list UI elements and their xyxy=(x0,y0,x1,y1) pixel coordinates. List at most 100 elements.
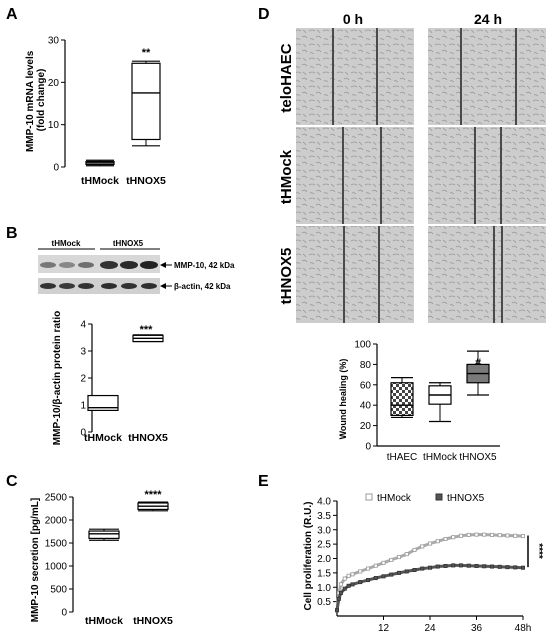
panel-a-ytick-label: 0 xyxy=(53,163,59,174)
panel-e-ytick-label: 2.5 xyxy=(317,540,331,551)
band xyxy=(40,262,56,268)
panel-d-ytick-label: 20 xyxy=(360,421,372,432)
row-label-telohaec: teloHAEC xyxy=(278,43,295,112)
panel-b-ytick-label: 3 xyxy=(80,347,86,358)
series-point-thnox5 xyxy=(521,565,526,570)
panel-a-ytick-label: 20 xyxy=(48,78,60,89)
panel-e-ytick-label: 1.0 xyxy=(317,583,331,594)
panel-label-e: E xyxy=(258,473,269,490)
western-blot: tHMock tHNOX5 MMP-10, 42 kDa β-actin, 42… xyxy=(38,239,235,294)
series-point-thnox5 xyxy=(412,568,417,573)
series-point-thmock xyxy=(482,532,487,537)
panel-b-ylabel: MMP-10/β-actin protein ratio xyxy=(52,311,63,445)
blot-arrowhead-actin xyxy=(160,283,166,289)
panel-c-significance: **** xyxy=(144,489,162,501)
panel-c-ytick-label: 1500 xyxy=(45,539,68,550)
panel-e-xtick-label: 24 xyxy=(424,623,436,634)
series-point-thnox5 xyxy=(350,582,355,587)
panel-d-ytick-label: 100 xyxy=(354,340,371,351)
panel-d-category-label: tHMock xyxy=(423,452,458,463)
series-point-thnox5 xyxy=(505,565,510,570)
series-point-thmock xyxy=(497,533,502,538)
series-point-thnox5 xyxy=(482,564,487,569)
series-point-thnox5 xyxy=(373,576,378,581)
row-label-thmock: tHMock xyxy=(278,149,295,204)
series-point-thnox5 xyxy=(427,565,432,570)
series-point-thmock xyxy=(443,536,448,541)
blot-arrowhead-mmp10 xyxy=(160,262,166,268)
series-point-thnox5 xyxy=(389,572,394,577)
series-point-thnox5 xyxy=(458,563,463,568)
blot-strip-actin xyxy=(38,278,160,294)
legend-label-thnox5: tHNOX5 xyxy=(447,493,485,504)
series-point-thmock xyxy=(474,532,479,537)
series-point-thnox5 xyxy=(365,578,370,583)
series-point-thnox5 xyxy=(336,596,341,601)
series-point-thnox5 xyxy=(497,564,502,569)
panel-c-ytick-label: 500 xyxy=(50,585,67,596)
series-point-thnox5 xyxy=(342,586,347,591)
box xyxy=(390,382,414,417)
micrograph-image xyxy=(296,127,414,224)
micrograph-image xyxy=(296,28,414,125)
panel-c-ytick-label: 1000 xyxy=(45,562,68,573)
micrograph-image xyxy=(296,226,414,323)
micrograph-image xyxy=(428,28,546,125)
panel-e-ytick-label: 0.5 xyxy=(317,597,331,608)
panel-c-ytick-label: 0 xyxy=(61,608,67,619)
series-point-thmock xyxy=(466,532,471,537)
panel-e-chart: Cell proliferation (R.U.) **** 0.5 1.0 1.5… xyxy=(303,493,544,634)
panel-e-ytick-label: 1.5 xyxy=(317,568,331,579)
panel-d-category-label: tHAEC xyxy=(387,452,418,463)
band xyxy=(40,283,56,289)
panel-e-xtick-label: 12 xyxy=(378,623,390,634)
row-label-thnox5: tHNOX5 xyxy=(278,248,295,305)
series-point-thmock xyxy=(350,572,355,577)
panel-e-ytick-label: 4.0 xyxy=(317,497,331,508)
series-point-thnox5 xyxy=(334,608,339,613)
legend-marker-thnox5 xyxy=(435,493,443,501)
panel-a-category-label: tHMock xyxy=(81,175,119,187)
band xyxy=(120,261,138,269)
series-point-thmock xyxy=(505,533,510,538)
panel-label-b: B xyxy=(6,225,18,242)
panel-b-chart: MMP-10/β-actin protein ratio *** 0 1 2 3 4 tH… xyxy=(52,311,168,445)
panel-d-chart: Wound healing (%) # * 020406080100tHAECt… xyxy=(338,340,500,463)
series-point-thmock xyxy=(373,563,378,568)
series-point-thnox5 xyxy=(338,591,343,596)
panel-b-significance: *** xyxy=(140,324,154,336)
blot-band-label-actin: β-actin, 42 kDa xyxy=(174,282,231,291)
panel-a-chart: MMP-10 mRNA levels (fold change) ** 0 10 2… xyxy=(25,36,166,188)
series-point-thmock xyxy=(489,532,494,537)
micrograph-image xyxy=(428,127,546,224)
series-point-thnox5 xyxy=(513,565,518,570)
series-point-thmock xyxy=(389,557,394,562)
panel-e-ytick-label: 3.0 xyxy=(317,525,331,536)
series-point-thnox5 xyxy=(420,566,425,571)
band xyxy=(78,262,94,268)
series-point-thnox5 xyxy=(474,563,479,568)
series-point-thmock xyxy=(513,533,518,538)
series-point-thnox5 xyxy=(396,570,401,575)
blot-group-label-mock: tHMock xyxy=(52,239,81,248)
panel-a-ylabel-line2: (fold change) xyxy=(36,69,47,132)
panel-e-significance: **** xyxy=(533,543,544,559)
series-point-thmock xyxy=(404,552,409,557)
panel-b-ytick-label: 0 xyxy=(80,428,86,439)
series-point-thnox5 xyxy=(435,564,440,569)
panel-c-ytick-label: 2500 xyxy=(45,493,68,504)
series-point-thmock xyxy=(365,566,370,571)
series-point-thnox5 xyxy=(466,563,471,568)
band xyxy=(140,261,158,269)
series-line-thmock xyxy=(335,533,524,611)
blot-band-label-mmp10: MMP-10, 42 kDa xyxy=(174,261,235,270)
band xyxy=(59,262,75,268)
blot-bands xyxy=(40,261,158,289)
panel-d-ytick-label: 60 xyxy=(360,380,372,391)
panel-e-ytick-label: 2.0 xyxy=(317,554,331,565)
panel-d-category-label: tHNOX5 xyxy=(459,452,497,463)
panel-c-ylabel: MMP-10 secretion [pg/mL] xyxy=(30,498,41,622)
panel-label-a: A xyxy=(6,6,18,23)
legend-marker-thmock xyxy=(365,493,373,501)
